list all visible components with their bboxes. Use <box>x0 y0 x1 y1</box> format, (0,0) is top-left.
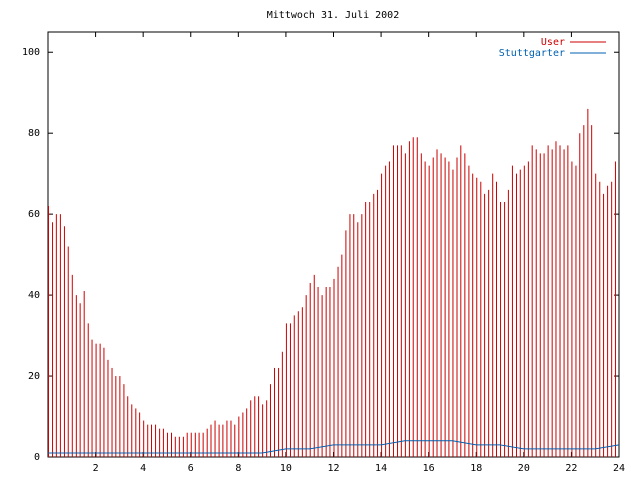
x-tick-label: 14 <box>375 463 387 474</box>
x-tick-label: 24 <box>613 463 625 474</box>
x-tick-label: 22 <box>565 463 577 474</box>
x-tick-label: 18 <box>470 463 482 474</box>
chart-title: Mittwoch 31. Juli 2002 <box>267 10 399 21</box>
y-tick-label: 60 <box>28 209 40 220</box>
y-tick-label: 80 <box>28 128 40 139</box>
x-tick-label: 16 <box>423 463 435 474</box>
x-tick-label: 4 <box>140 463 146 474</box>
y-tick-label: 100 <box>22 47 40 58</box>
legend-label: User <box>541 37 565 48</box>
x-tick-label: 8 <box>235 463 241 474</box>
x-tick-label: 12 <box>327 463 339 474</box>
series-line <box>48 440 620 454</box>
x-tick-label: 10 <box>280 463 292 474</box>
x-tick-label: 2 <box>93 463 99 474</box>
x-tick-label: 6 <box>188 463 194 474</box>
y-tick-label: 20 <box>28 371 40 382</box>
y-tick-label: 40 <box>28 290 40 301</box>
x-tick-label: 20 <box>518 463 530 474</box>
legend-label: Stuttgarter <box>499 48 565 59</box>
y-tick-label: 0 <box>34 452 40 463</box>
